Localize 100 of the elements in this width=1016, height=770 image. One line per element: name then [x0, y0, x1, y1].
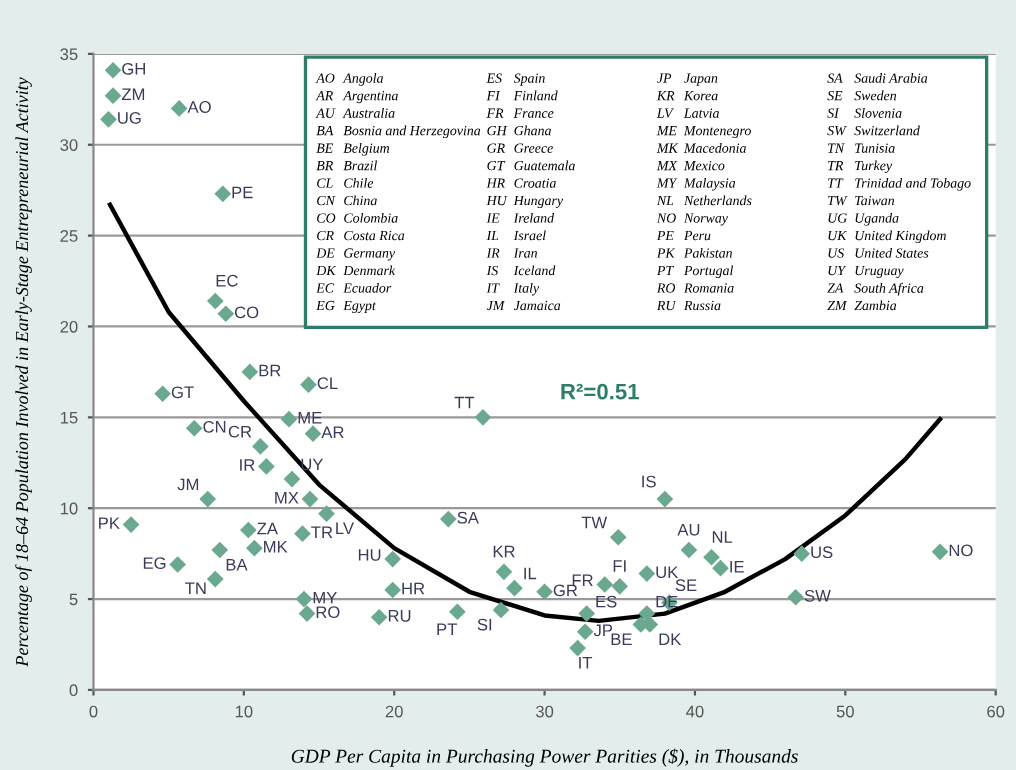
series-label: IR — [240, 459, 255, 471]
point — [596, 576, 614, 593]
series-label: JP — [593, 624, 613, 637]
point — [301, 490, 319, 508]
series-label: EC — [216, 274, 238, 287]
series-label: ES — [596, 595, 617, 608]
point — [283, 470, 301, 488]
x-tick-label: 50 — [836, 705, 854, 718]
y-tick-label: 0 — [69, 684, 78, 697]
series-label: SW — [804, 589, 831, 602]
point — [656, 490, 674, 508]
series-label: MY — [313, 591, 337, 604]
series-label: PT — [437, 623, 457, 635]
series-label: FR — [572, 574, 593, 587]
point — [199, 490, 217, 508]
x-tick-label: 60 — [987, 705, 1005, 718]
point — [240, 521, 257, 539]
point — [206, 570, 224, 588]
point — [100, 110, 117, 128]
series-label: AO — [187, 101, 211, 113]
series-label: SI — [477, 618, 492, 631]
series-label: AR — [321, 426, 344, 438]
point — [492, 601, 510, 619]
point — [440, 510, 457, 528]
series-label: BR — [259, 364, 281, 377]
series-label: CN — [203, 420, 226, 433]
series-label: JM — [177, 478, 199, 491]
series-label: HR — [402, 582, 425, 595]
series-label: GH — [122, 62, 145, 75]
y-tick-label: 30 — [60, 139, 78, 151]
series-label: GR — [553, 584, 578, 597]
point — [258, 458, 275, 475]
series-label: ZA — [257, 522, 278, 535]
point — [787, 588, 805, 606]
point — [217, 305, 235, 323]
series-label: US — [811, 546, 833, 559]
point — [578, 605, 596, 622]
point — [211, 541, 229, 559]
point — [449, 603, 466, 621]
y-tick-label: 25 — [60, 230, 78, 242]
series-label: TR — [311, 526, 333, 538]
point — [294, 525, 311, 542]
series-label: LV — [336, 522, 354, 535]
y-tick-label: 35 — [60, 48, 78, 61]
y-tick-label: 20 — [60, 320, 78, 333]
series-label: UK — [656, 566, 679, 579]
series-label: DE — [656, 595, 678, 608]
series-label: BE — [611, 633, 632, 645]
point — [318, 505, 335, 522]
series-label: IE — [730, 561, 744, 573]
series-label: RO — [316, 606, 340, 619]
point — [169, 556, 187, 573]
series-label: CO — [234, 306, 259, 319]
series-label: CR — [228, 425, 252, 438]
series-label: SE — [675, 579, 697, 592]
series-label: AU — [677, 523, 700, 536]
point — [252, 438, 269, 455]
series-label: TN — [185, 582, 206, 594]
point — [246, 539, 263, 557]
series-label: RU — [388, 610, 411, 622]
series-label: EG — [143, 557, 166, 570]
point — [280, 410, 298, 428]
x-tick-label: 30 — [535, 705, 554, 718]
point — [384, 550, 402, 568]
point — [298, 605, 316, 622]
series-label: NL — [712, 531, 733, 543]
x-axis-title: GDP Per Capita in Purchasing Power Parities ($), in Thousands — [291, 748, 798, 767]
point — [122, 516, 140, 533]
point — [569, 639, 586, 657]
series-label: GT — [171, 386, 194, 399]
point — [611, 578, 629, 595]
y-axis-title: Percentage of 18–64 Population Involved in Early-Stage Entrepreneurial Activity — [15, 77, 32, 667]
series-label: IS — [642, 475, 656, 488]
point — [793, 545, 811, 562]
series-label: TT — [454, 396, 475, 409]
point — [170, 100, 188, 117]
annotation: R²=0.51 — [561, 383, 639, 400]
series-label: PE — [232, 186, 253, 199]
series-label: TW — [581, 516, 608, 529]
series-label: NO — [949, 544, 973, 557]
x-tick-label: 0 — [89, 705, 98, 718]
series-label: IT — [579, 657, 593, 669]
y-tick-label: 15 — [60, 411, 78, 424]
series-label: MX — [275, 491, 299, 504]
x-tick-label: 10 — [235, 705, 253, 718]
point — [384, 581, 402, 599]
point — [104, 87, 122, 105]
series-label: ME — [298, 412, 322, 424]
point — [703, 548, 720, 566]
point — [304, 425, 322, 443]
point — [536, 583, 553, 601]
series-label: SA — [457, 511, 479, 524]
series-label: CL — [317, 377, 338, 390]
point — [506, 579, 523, 597]
point — [712, 559, 729, 577]
point — [931, 543, 949, 561]
series-label: KR — [493, 545, 515, 558]
point — [370, 608, 388, 626]
series-label: BA — [226, 558, 248, 571]
x-tick-label: 40 — [686, 705, 704, 718]
